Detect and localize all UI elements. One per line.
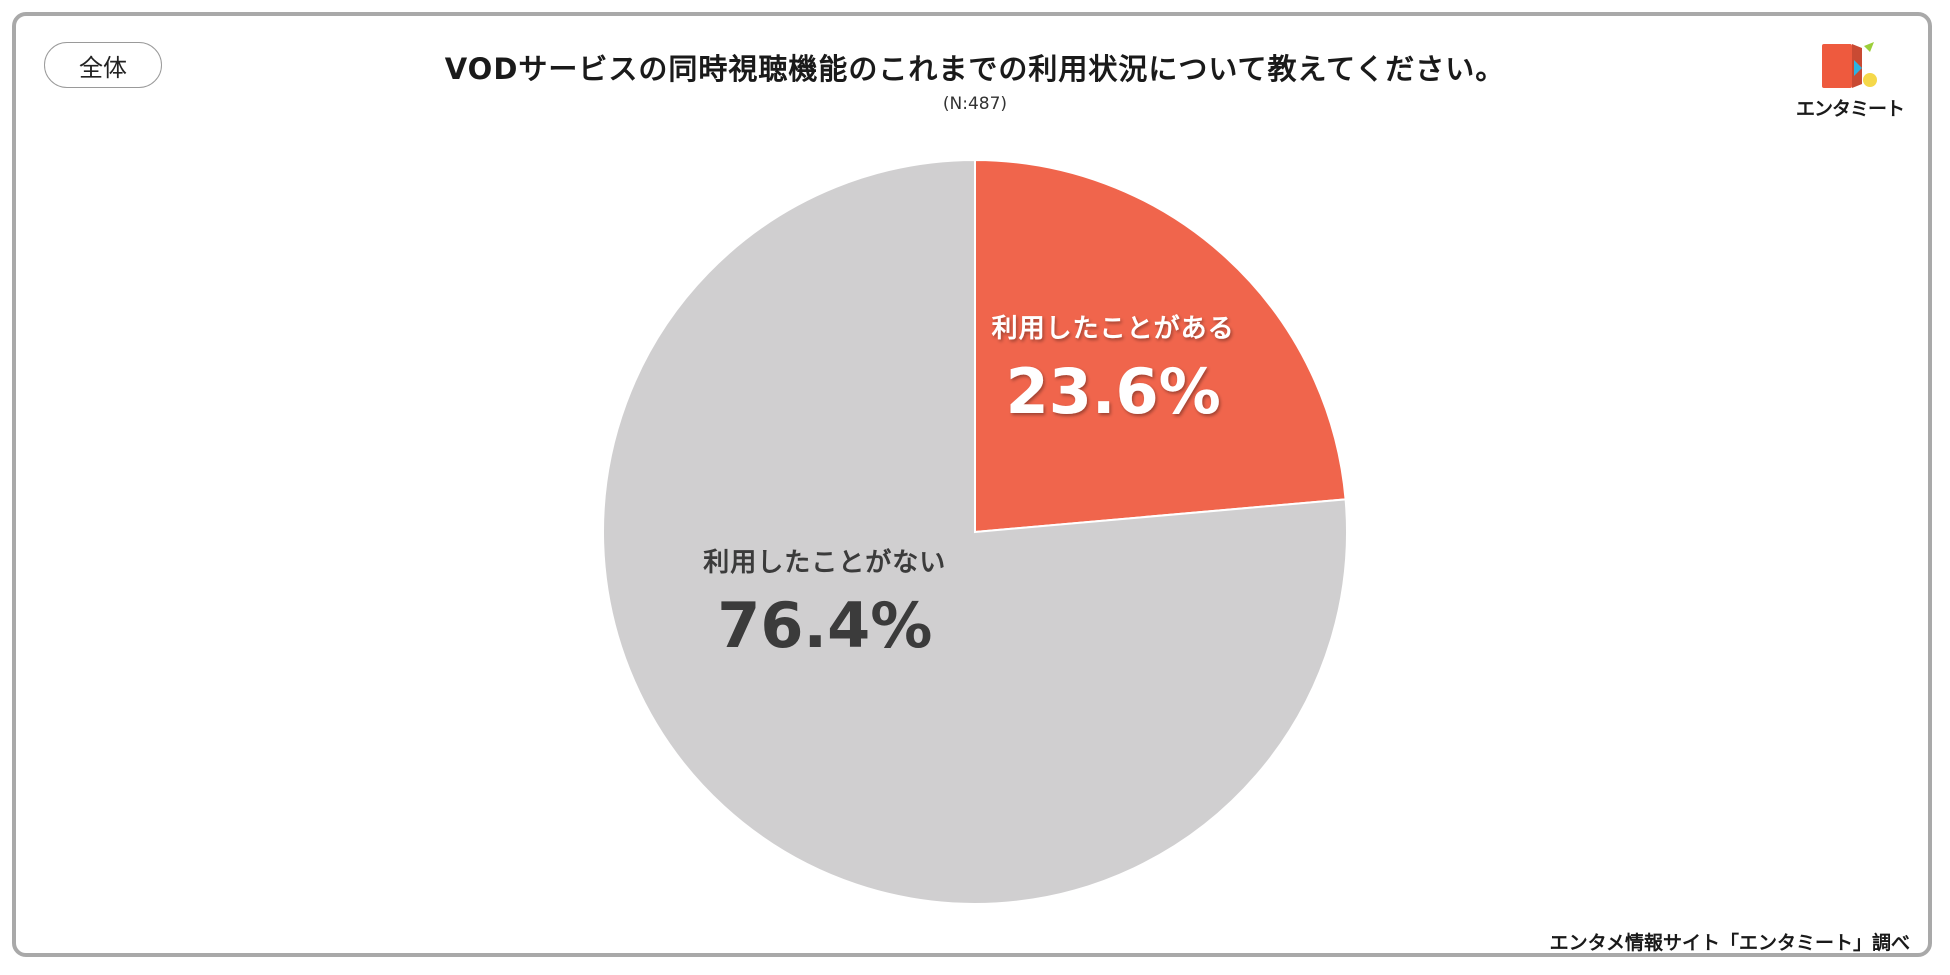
source-note: エンタメ情報サイト「エンタミート」調べ (1549, 932, 1910, 954)
logo-text: エンタミート (1795, 98, 1905, 120)
pie-slice-2 (602, 158, 1348, 905)
segment-badge: 全体 (44, 42, 162, 88)
pie-slice-1 (974, 158, 1347, 534)
slice-value-1: 23.6% (1006, 355, 1221, 428)
chart-title: VODサービスの同時視聴機能のこれまでの利用状況について教えてください。 (444, 52, 1506, 86)
entameet-logo-icon (1822, 42, 1877, 88)
slice-value-2: 76.4% (717, 589, 932, 662)
sample-size: (N:487) (942, 94, 1008, 114)
entameet-logo: エンタミート (1790, 38, 1910, 124)
slice-label-1: 利用したことがある (992, 313, 1235, 344)
slice-label-2: 利用したことがない (703, 547, 946, 578)
